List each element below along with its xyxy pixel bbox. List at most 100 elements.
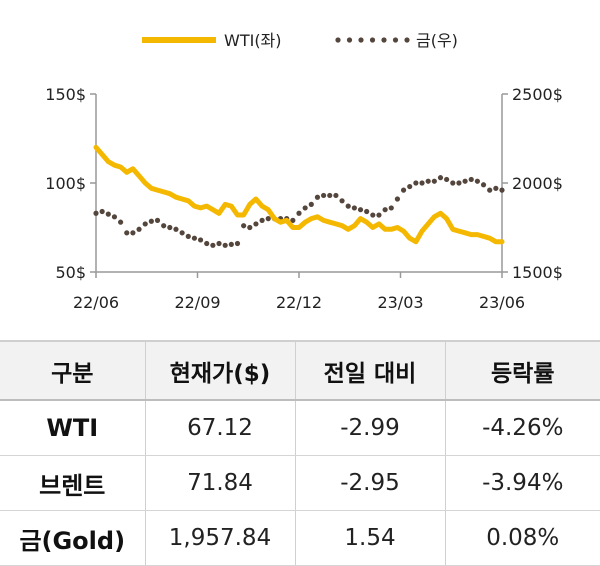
gold-point <box>302 205 308 211</box>
gold-point <box>234 240 241 247</box>
left-axis-ticks: 50$ 100$ 150$ <box>45 85 96 282</box>
row-name: 금(Gold) <box>0 510 145 566</box>
gold-point <box>111 214 118 220</box>
row-change: 1.54 <box>294 510 445 566</box>
left-tick-label: 50$ <box>55 263 86 282</box>
gold-point <box>345 203 351 209</box>
table-row: 브렌트 71.84 -2.95 -3.94% <box>0 455 600 511</box>
gold-point <box>388 205 394 211</box>
header-current-price: 현재가($) <box>144 340 295 401</box>
gold-point <box>154 217 161 223</box>
gold-point <box>93 210 99 216</box>
legend: WTI(좌) 금(우) <box>142 31 458 50</box>
gold-point <box>265 216 271 222</box>
row-current-price: 67.12 <box>144 400 295 456</box>
wti-line <box>93 144 505 245</box>
row-change-rate: 0.08% <box>444 510 600 566</box>
gold-point <box>124 230 130 236</box>
gold-point <box>105 211 111 217</box>
x-tick-label: 23/06 <box>479 293 525 312</box>
gold-point <box>407 183 413 190</box>
row-change: -2.95 <box>294 455 445 511</box>
gold-point <box>364 208 370 215</box>
gold-point <box>493 185 499 191</box>
x-tick-label: 22/06 <box>73 293 119 312</box>
table-row: 금(Gold) 1,957.84 1.54 0.08% <box>0 510 600 566</box>
gold-point <box>419 180 425 186</box>
row-name: 브렌트 <box>0 455 145 511</box>
gold-point <box>444 176 450 183</box>
gold-point <box>357 207 364 213</box>
gold-point <box>327 192 333 199</box>
gold-point <box>296 210 302 216</box>
right-tick-label: 2000$ <box>512 174 563 193</box>
gold-point <box>487 187 493 193</box>
legend-dot <box>335 37 341 43</box>
x-tick-label: 22/09 <box>174 293 220 312</box>
gold-point <box>474 178 480 184</box>
gold-point <box>431 178 437 184</box>
legend-dot <box>358 37 364 43</box>
gold-point <box>413 180 419 186</box>
gold-point <box>179 230 185 236</box>
left-tick-label: 150$ <box>45 85 86 104</box>
gold-point <box>161 223 167 229</box>
gold-point <box>382 207 388 213</box>
legend-dot <box>392 37 399 43</box>
row-change-rate: -4.26% <box>444 400 600 456</box>
gold-point <box>468 176 474 183</box>
gold-point <box>339 198 345 204</box>
gold-point <box>191 235 198 241</box>
series-gold <box>93 175 505 248</box>
row-change: -2.99 <box>294 400 445 456</box>
gold-point <box>308 201 314 207</box>
gold-point <box>437 175 444 181</box>
gold-point <box>167 224 173 231</box>
gold-point <box>290 217 296 223</box>
legend-dot <box>404 37 410 43</box>
right-tick-label: 2500$ <box>512 85 563 104</box>
row-current-price: 71.84 <box>144 455 295 511</box>
gold-point <box>351 205 357 211</box>
gold-point <box>148 218 154 224</box>
table-row: WTI 67.12 -2.99 -4.26% <box>0 400 600 456</box>
gold-point <box>259 217 265 223</box>
gold-point <box>173 226 179 232</box>
row-current-price: 1,957.84 <box>144 510 295 566</box>
legend-label-gold: 금(우) <box>416 31 458 50</box>
gold-point <box>253 221 259 227</box>
gold-point <box>99 208 105 215</box>
legend-dot <box>369 37 376 43</box>
gold-point <box>216 240 222 247</box>
gold-point <box>400 187 407 193</box>
gold-point <box>130 230 136 236</box>
gold-point <box>228 241 234 248</box>
gold-point <box>197 237 204 243</box>
row-change-rate: -3.94% <box>444 455 600 511</box>
legend-swatch-gold <box>335 37 410 43</box>
row-name: WTI <box>0 400 145 456</box>
header-change-rate: 등락률 <box>444 340 600 401</box>
price-table: 구분 현재가($) 전일 대비 등락률 WTI 67.12 -2.99 -4.2… <box>0 340 600 566</box>
gold-point <box>370 212 376 218</box>
gold-point <box>480 182 487 188</box>
gold-point <box>118 219 124 225</box>
gold-point <box>222 242 228 248</box>
header-change: 전일 대비 <box>294 340 445 401</box>
x-tick-label: 23/03 <box>377 293 423 312</box>
gold-point <box>185 233 191 239</box>
gold-point <box>333 192 339 199</box>
gold-point <box>210 242 216 248</box>
gold-point <box>314 194 321 200</box>
gold-point <box>376 212 382 218</box>
gold-point <box>136 226 142 232</box>
gold-point <box>462 178 468 184</box>
gold-point <box>321 192 327 199</box>
gold-point <box>247 224 253 231</box>
gold-point <box>394 196 401 202</box>
gold-point <box>450 180 456 186</box>
price-chart: WTI(좌) 금(우) 50$100$150$ 1500$2000$2500$ … <box>45 31 563 312</box>
left-tick-label: 100$ <box>45 174 86 193</box>
price-table-wrap: 구분 현재가($) 전일 대비 등락률 WTI 67.12 -2.99 -4.2… <box>0 340 600 566</box>
right-tick-label: 1500$ <box>512 263 563 282</box>
